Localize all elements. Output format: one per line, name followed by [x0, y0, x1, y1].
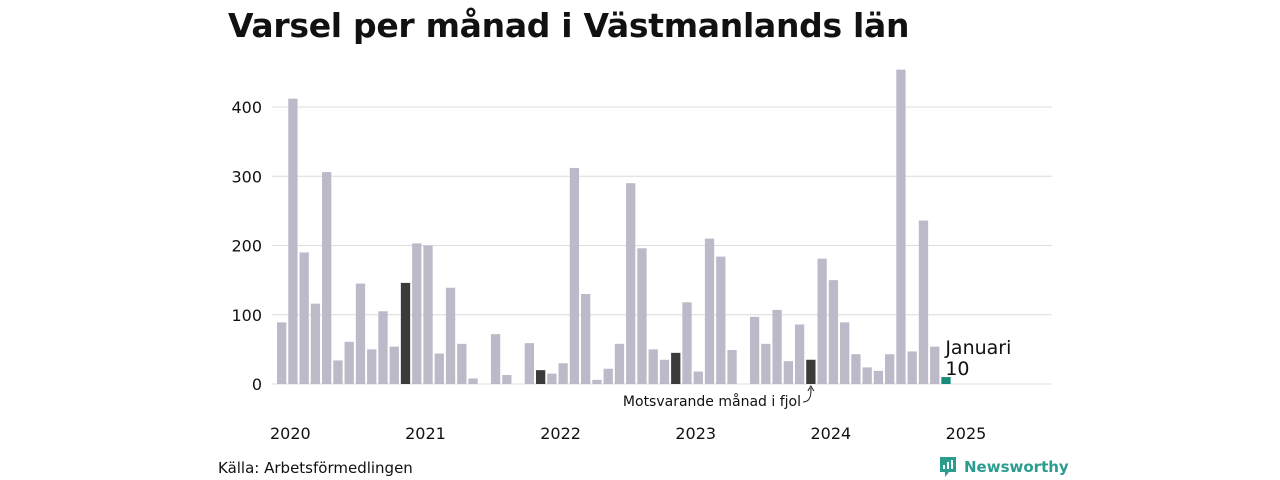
bar [558, 363, 568, 384]
bar [367, 349, 377, 385]
x-tick-label: 2023 [675, 424, 716, 443]
bar-same-month [535, 370, 546, 384]
bar [851, 354, 861, 384]
bar [277, 322, 287, 384]
bar [682, 302, 692, 384]
bar [614, 343, 625, 384]
bar [592, 379, 602, 384]
bar-same-month [806, 359, 816, 384]
bar [637, 248, 647, 384]
y-tick-label: 0 [252, 375, 262, 394]
bar [761, 343, 771, 384]
y-tick-label: 300 [231, 167, 262, 186]
x-tick-label: 2024 [810, 424, 851, 443]
bar [355, 283, 366, 384]
bar [569, 167, 580, 384]
bar [704, 238, 715, 384]
bar [389, 346, 399, 384]
bar [930, 346, 940, 384]
bar [918, 220, 929, 384]
bar [840, 322, 850, 384]
bar [896, 69, 906, 385]
bar [648, 349, 658, 385]
bar [862, 367, 872, 384]
bar [716, 256, 726, 384]
bar [907, 351, 917, 384]
bar [344, 341, 354, 384]
bar [603, 368, 613, 384]
bar [288, 98, 298, 384]
bar [468, 378, 478, 384]
bar [457, 343, 467, 384]
bar-same-month [671, 352, 681, 384]
bar [873, 370, 884, 384]
bar [749, 316, 760, 384]
bar [626, 183, 636, 384]
bar-current [941, 377, 951, 384]
x-tick-label: 2020 [270, 424, 311, 443]
bar [524, 343, 535, 384]
bar [727, 350, 737, 384]
y-tick-label: 200 [231, 237, 262, 256]
annotation-arrow [802, 387, 812, 403]
current-value-label: 10 [945, 358, 969, 380]
bar [445, 287, 456, 384]
bar [659, 359, 670, 384]
grid-lines [272, 106, 1052, 385]
bar [693, 371, 703, 384]
bar [794, 324, 805, 384]
bar [490, 334, 501, 384]
bar [783, 361, 793, 384]
bar [299, 252, 309, 384]
brand-logo: Newsworthy [938, 456, 1069, 478]
bars [277, 69, 951, 385]
bar [333, 360, 343, 384]
bar [772, 309, 782, 384]
annotation-same-month: Motsvarande månad i fjol [623, 393, 801, 410]
source-credit: Källa: Arbetsförmedlingen [218, 459, 413, 477]
bar [412, 243, 422, 384]
annotation-arrowhead [807, 385, 815, 392]
x-tick-label: 2021 [405, 424, 446, 443]
newsworthy-logo-icon [940, 457, 956, 477]
x-axis-labels: 2020 2021 2022 2023 2024 2025 [270, 424, 986, 443]
bar [502, 375, 512, 384]
y-tick-label: 100 [231, 306, 262, 325]
bar [378, 311, 388, 384]
bar [581, 293, 591, 384]
bar [885, 354, 895, 384]
bar [434, 353, 444, 384]
y-axis-labels: 0 100 200 300 400 [231, 98, 262, 394]
current-month-label: Januari [944, 337, 1011, 359]
x-tick-label: 2025 [946, 424, 987, 443]
brand-name: Newsworthy [964, 458, 1069, 476]
y-tick-label: 400 [231, 98, 262, 117]
bar [828, 280, 839, 385]
bar [817, 258, 827, 384]
chart-title: Varsel per månad i Västmanlands län [228, 6, 910, 45]
x-tick-label: 2022 [540, 424, 581, 443]
bar [322, 172, 332, 384]
bar [310, 303, 321, 384]
bar-same-month [400, 282, 411, 384]
bar [547, 373, 557, 384]
bar [423, 245, 433, 384]
